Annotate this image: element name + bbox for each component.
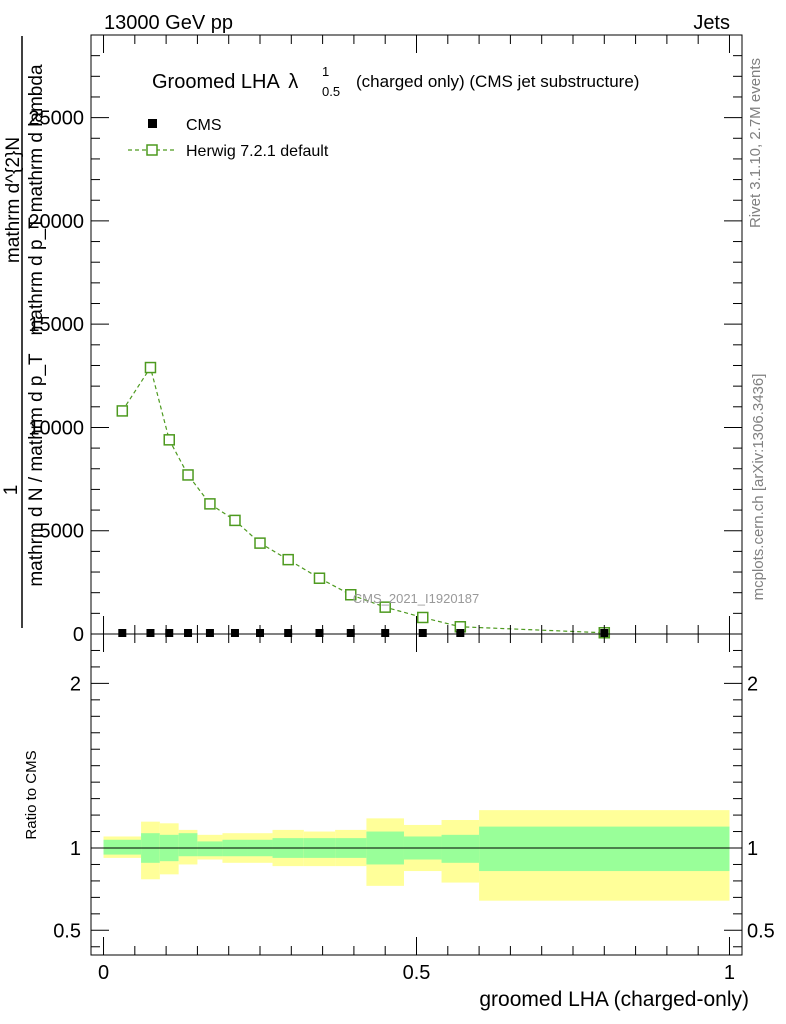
title-sub: 0.5: [322, 84, 340, 99]
y-axis-label-ratio: Ratio to CMS: [23, 750, 40, 839]
ratio-band-inner: [178, 833, 198, 857]
title-rest: (charged only) (CMS jet substructure): [356, 72, 639, 91]
cms-point: [284, 629, 293, 637]
y-tick-label-ratio: 1: [70, 838, 81, 860]
herwig-point: [417, 611, 429, 624]
chart-title: Groomed LHA λ 1 0.5 (charged only) (CMS …: [152, 64, 639, 99]
ratio-band-inner: [197, 841, 223, 857]
ratio-axis-ticks: 0.5 0.5 1 1 2 2: [53, 649, 775, 948]
y-tick-label-ratio: 2: [70, 673, 81, 695]
legend-cms-marker: [148, 119, 157, 128]
y-tick-label-main: 0: [73, 624, 84, 646]
x-axis-ticks: 0 0.5 1: [98, 35, 735, 984]
ratio-panel: 0.5 0.5 1 1 2 2 Ratio to CMS: [23, 633, 775, 956]
herwig-point: [345, 589, 357, 601]
legend: CMS Herwig 7.2.1 default: [128, 117, 329, 160]
title-main: Groomed LHA: [152, 71, 280, 93]
svg-text:Groomed LHA λ: Groomed LHA λ: [152, 71, 298, 93]
ratio-bands: [103, 810, 730, 901]
cms-point: [418, 629, 427, 637]
herwig-point: [282, 553, 294, 566]
title-sup: 1: [322, 64, 329, 79]
cms-point: [230, 629, 239, 637]
cms-point: [315, 629, 324, 637]
title-symbol: λ: [288, 71, 298, 93]
ratio-band-inner: [103, 839, 142, 855]
ratio-band-inner: [441, 834, 480, 863]
y-axis-label-main: 1 mathrm d N / mathrm d p_T mathrm d^{2}…: [1, 36, 47, 628]
herwig-point: [229, 514, 241, 527]
legend-cms-label: CMS: [186, 117, 222, 134]
x-tick-label: 0: [98, 962, 109, 984]
herwig-point: [254, 537, 266, 549]
herwig-point: [379, 601, 391, 613]
x-tick-label: 1: [724, 962, 735, 984]
herwig-point: [116, 405, 129, 417]
y-tick-label-ratio-right: 0.5: [747, 920, 775, 942]
y-tick-label-ratio-right: 1: [747, 838, 758, 860]
cms-point: [184, 629, 193, 637]
herwig-point: [313, 572, 326, 584]
legend-herwig-label: Herwig 7.2.1 default: [186, 143, 329, 160]
ratio-band-inner: [479, 826, 730, 872]
y-tick-label-main: 25000: [28, 108, 84, 130]
ylabel-frac-num: 1: [1, 485, 22, 496]
y-tick-label-main: 20000: [28, 211, 84, 233]
legend-herwig-marker: [146, 144, 158, 156]
cms-point: [456, 629, 465, 637]
header-right: Jets: [693, 12, 730, 34]
chart-watermark: CMS_2021_I1920187: [353, 591, 480, 606]
y-tick-label-main: 10000: [28, 417, 84, 439]
cms-point: [346, 629, 355, 637]
cms-point: [118, 629, 127, 637]
main-panel: 0 5000 10000 15000 20000 25000 CMS_2021_I1920…: [28, 34, 743, 646]
ylabel-den2: mathrm d p_T mathrm d lambda: [26, 64, 47, 335]
mcplots-label: mcplots.cern.ch [arXiv:1306.3436]: [750, 374, 767, 601]
rivet-label: Rivet 3.1.10, 2.7M events: [747, 58, 764, 228]
cms-point: [165, 629, 174, 637]
y-tick-label-ratio-right: 2: [747, 673, 758, 695]
y-tick-label-main: 5000: [40, 521, 85, 543]
herwig-point: [144, 361, 157, 374]
x-tick-label: 0.5: [403, 962, 431, 984]
herwig-point: [163, 434, 175, 446]
cms-point: [205, 629, 214, 637]
cms-point: [146, 629, 155, 637]
header-left: 13000 GeV pp: [104, 12, 233, 34]
ylabel-num: mathrm d^{2}N: [3, 137, 24, 263]
ratio-frame: [90, 633, 743, 956]
ylabel-den: mathrm d N / mathrm d p_T: [26, 353, 47, 587]
x-axis-label: groomed LHA (charged-only): [479, 988, 749, 1011]
herwig-point: [182, 469, 194, 481]
y-tick-label-ratio: 0.5: [53, 920, 81, 942]
y-tick-label-main: 15000: [28, 314, 84, 336]
herwig-point: [204, 498, 216, 510]
herwig-line: [121, 366, 605, 634]
main-axis-ticks: 0 5000 10000 15000 20000 25000: [28, 55, 742, 646]
